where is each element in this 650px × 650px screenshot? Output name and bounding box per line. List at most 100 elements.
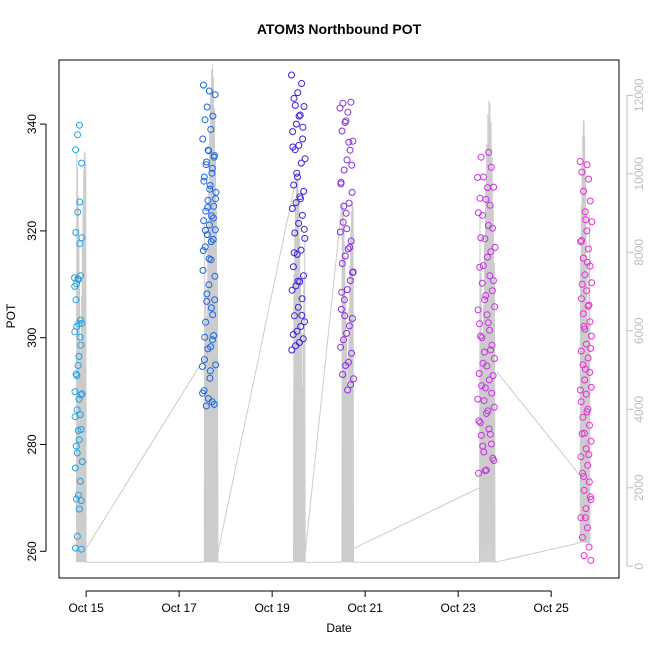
scatter-point [201,356,208,364]
x-tick-label: Oct 17 [161,601,197,615]
scatter-point [491,303,499,311]
scatter-point [72,442,80,450]
y-tick-label: 280 [25,434,39,454]
scatter-point [200,177,208,185]
scatter-point [202,402,210,410]
scatter-point [582,365,589,373]
scatter-point [483,253,491,261]
scatter-point [294,173,301,181]
scatter-point [587,496,595,503]
scatter-point [75,436,83,444]
scatter-point [204,203,212,211]
scatter-point [475,469,483,477]
scatter-point [487,346,495,354]
scatter-point [74,275,82,283]
scatter-point [71,282,79,290]
scatter-point [343,156,351,164]
scatter-point [488,389,496,397]
scatter-point [341,312,349,320]
scatter-point [73,449,81,457]
scatter-point [211,296,219,304]
scatter-point [209,235,217,243]
scatter-point [580,187,587,195]
scatter-point [72,229,80,236]
scatter-point [300,187,308,195]
scatter-point [342,117,350,125]
scatter-point [584,354,592,362]
pot-rate-connector-line [85,357,205,549]
scatter-point [587,344,595,352]
scatter-point [75,276,82,283]
scatter-point [585,175,593,183]
pot-rate-connector-line [353,487,480,550]
scatter-point [296,111,304,119]
scatter-point [586,421,593,429]
scatter-point [481,467,489,475]
scatter-point [71,328,79,336]
scatter-point [78,234,86,242]
scatter-point [78,159,86,167]
scatter-point [209,214,217,222]
scatter-point [209,311,217,319]
scatter-point [348,188,356,196]
scatter-point [206,367,214,375]
scatter-point [577,398,585,406]
scatter-point [76,198,84,206]
scatter-point [289,143,297,151]
scatter-point [583,408,591,416]
scatter-point [487,248,495,256]
scatter-point [288,71,295,79]
scatter-point [343,225,351,233]
scatter-point [297,195,304,203]
scatter-point [584,302,592,310]
scatter-point [289,263,297,271]
scatter-group-4 [336,98,357,394]
pot-rate-connector-line [496,371,581,477]
scatter-point [337,343,345,351]
scatter-point [201,116,209,124]
scatter-point [200,173,208,181]
scatter-point [77,391,85,399]
scatter-point [481,235,489,243]
scatter-point [297,159,305,167]
scatter-point [291,101,299,109]
scatter-point [478,334,486,342]
scatter-point [77,341,85,349]
scatter-point [348,161,356,169]
scatter-point [342,362,350,369]
scatter-point [478,279,486,287]
scatter-point [71,388,79,396]
x-tick-label: Oct 19 [254,601,290,615]
scatter-point [578,237,586,244]
scatter-point [340,296,348,304]
scatter-point [342,209,350,217]
scatter-group-3 [288,71,309,354]
scatter-point [491,243,499,251]
scatter-point [338,127,346,135]
scatter-point [78,390,86,398]
scatter-point [337,305,345,313]
scatter-point [477,234,485,242]
scatter-point [490,183,498,191]
scatter-point [206,185,214,193]
scatter-point [210,400,218,408]
scatter-point [340,166,348,174]
scatter-point [75,395,83,403]
scatter-point [75,352,83,360]
scatter-point [476,419,484,427]
scatter-point [479,442,487,450]
scatter-point [337,180,345,188]
scatter-point [212,195,219,203]
scatter-point [292,342,300,350]
scatter-point [298,80,306,87]
scatter-point [582,505,590,513]
scatter-point [583,227,591,235]
scatter-point [584,524,591,532]
scatter-point [209,112,217,120]
y2-tick-label: 4000 [632,396,646,423]
scatter-point [75,505,83,513]
scatter-point [76,121,83,129]
scatter-point [480,173,487,181]
scatter-point [199,135,207,143]
